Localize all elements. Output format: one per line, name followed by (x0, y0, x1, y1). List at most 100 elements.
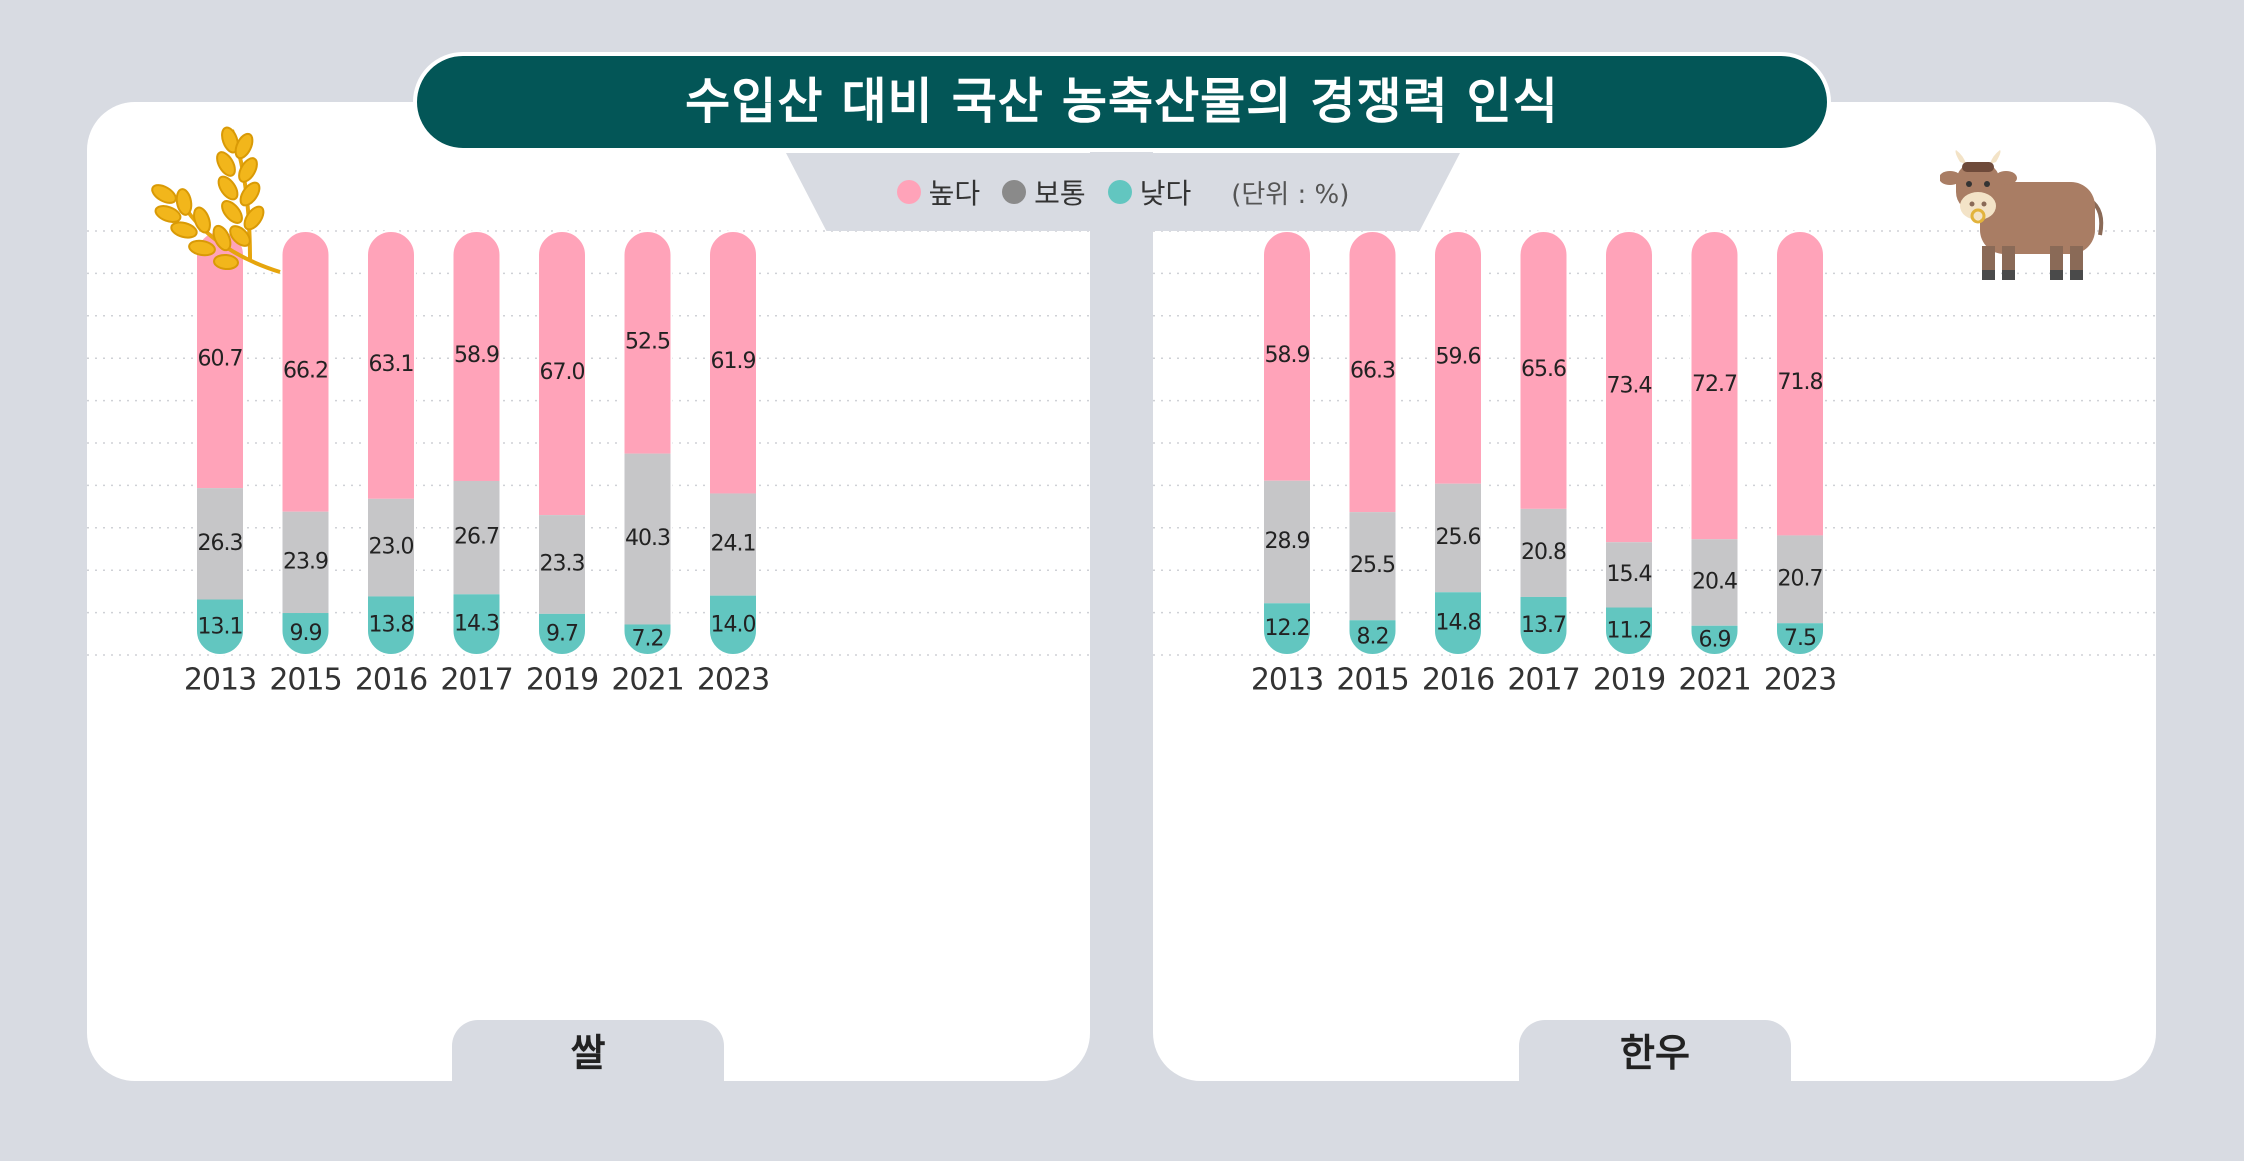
data-label-low: 13.7 (1521, 613, 1566, 638)
bar-segment-high (1519, 231, 1568, 509)
legend-item-mid: 보통 (1002, 172, 1086, 212)
data-label-high: 67.0 (540, 360, 585, 385)
rice-chart-panel: 60.7 26.3 13.1 2013 66.2 23.9 9.9 2015 63.1 23.0 1… (87, 102, 1090, 1084)
bar-outline (1262, 230, 1312, 656)
bar-segment-mid (1348, 512, 1397, 621)
data-label-low: 12.2 (1265, 616, 1310, 641)
data-label-high: 73.4 (1607, 374, 1652, 399)
bar-segment-low (367, 596, 415, 655)
bar-segment-low (1263, 603, 1311, 655)
bar-segment-high (452, 231, 501, 481)
data-label-mid: 40.3 (625, 526, 670, 551)
x-tick-label: 2016 (1422, 663, 1494, 698)
data-label-low: 7.2 (632, 627, 664, 652)
bar-segment-mid (1519, 508, 1568, 597)
bar-outline (1689, 230, 1740, 656)
data-label-high: 71.8 (1778, 370, 1823, 395)
bar-outline (622, 230, 673, 656)
data-label-mid: 26.3 (198, 531, 243, 556)
data-label-mid: 25.5 (1350, 553, 1395, 578)
legend-dot-low (1107, 180, 1132, 204)
bar-segment-low (452, 594, 501, 655)
data-label-mid: 15.4 (1607, 562, 1652, 587)
cow-icon (1940, 150, 2104, 280)
legend-label-high: 높다 (928, 177, 981, 210)
bar-outline (1433, 230, 1483, 656)
bar-segment-mid (367, 498, 415, 597)
legend-item-low: 낮다 (1107, 172, 1191, 212)
bar-segment-high (1434, 231, 1482, 484)
bar-segment-low (1519, 596, 1568, 655)
data-label-high: 58.9 (454, 343, 499, 368)
data-label-high: 60.7 (198, 347, 243, 372)
bar-segment-mid (1776, 535, 1824, 624)
bar-segment-high (1776, 231, 1824, 536)
bar-segment-mid (1690, 539, 1739, 626)
bar-outline (1604, 230, 1654, 656)
bar-stack (1605, 231, 1653, 655)
bar-outline (451, 230, 502, 656)
data-label-low: 11.2 (1607, 618, 1652, 643)
legend: 높다 보통 낮다 (단위 : %) (786, 153, 1460, 231)
bar-stack (1776, 231, 1824, 655)
bar-outline (280, 230, 331, 656)
bar-stack (367, 231, 415, 655)
data-label-high: 58.9 (1265, 343, 1310, 368)
data-label-mid: 23.9 (283, 549, 328, 574)
bar-stack (1519, 231, 1568, 655)
x-tick-label: 2013 (184, 663, 256, 698)
legend-label-mid: 보통 (1034, 177, 1086, 210)
bar-segment-mid (452, 480, 501, 595)
wheat-icon (151, 126, 281, 274)
data-label-mid: 26.7 (454, 525, 499, 550)
data-label-low: 9.7 (546, 621, 578, 646)
bar-segment-low (1605, 607, 1653, 655)
bar-segment-high (281, 231, 330, 512)
x-tick-label: 2021 (1678, 663, 1750, 698)
bar-outline (366, 230, 416, 656)
bar-outline (1775, 230, 1825, 656)
legend-dot-mid (1002, 180, 1027, 204)
data-label-high: 72.7 (1692, 372, 1737, 397)
bar-segment-low (1434, 592, 1482, 655)
bar-segment-mid (709, 493, 757, 596)
bar-stack (623, 231, 672, 655)
data-label-low: 6.9 (1699, 627, 1731, 652)
x-tick-label: 2017 (440, 663, 512, 698)
bar-stack (709, 231, 757, 655)
data-label-low: 14.8 (1436, 611, 1481, 636)
hanwoo-chart-panel: 58.9 28.9 12.2 2013 66.3 25.5 8.2 2015 59.6 25.6 1… (1153, 102, 2156, 1084)
data-label-high: 63.1 (369, 352, 414, 377)
bar-stack (1434, 231, 1482, 655)
bar-segment-high (623, 231, 672, 454)
x-tick-label: 2017 (1507, 663, 1579, 698)
bar-outline (708, 230, 758, 656)
data-label-high: 59.6 (1436, 344, 1481, 369)
bar-segment-high (367, 231, 415, 499)
hanwoo-chart-label: 한우 (1519, 1020, 1791, 1084)
data-label-mid: 25.6 (1436, 525, 1481, 550)
bar-segment-mid (538, 515, 586, 614)
bar-outline (537, 230, 587, 656)
bar-outline (1518, 230, 1569, 656)
bar-segment-mid (196, 488, 244, 600)
bar-segment-high (1605, 231, 1653, 543)
data-label-mid: 23.0 (369, 535, 414, 560)
data-label-mid: 20.7 (1778, 566, 1823, 591)
bar-stack (196, 231, 244, 655)
data-label-high: 65.6 (1521, 357, 1566, 382)
data-label-high: 66.2 (283, 358, 328, 383)
data-label-mid: 20.4 (1692, 569, 1737, 594)
bar-stack (1348, 231, 1397, 655)
legend-item-high: 높다 (896, 172, 981, 212)
data-label-high: 61.9 (711, 349, 756, 374)
data-label-low: 7.5 (1784, 626, 1816, 651)
bar-stack (281, 231, 330, 655)
unit-label: (단위 : %) (1231, 179, 1350, 210)
x-tick-label: 2021 (611, 663, 683, 698)
bar-segment-mid (623, 453, 672, 625)
bar-segment-high (538, 231, 586, 516)
data-label-low: 14.0 (711, 612, 756, 637)
bar-segment-high (709, 231, 757, 494)
bar-outline (1347, 230, 1398, 656)
